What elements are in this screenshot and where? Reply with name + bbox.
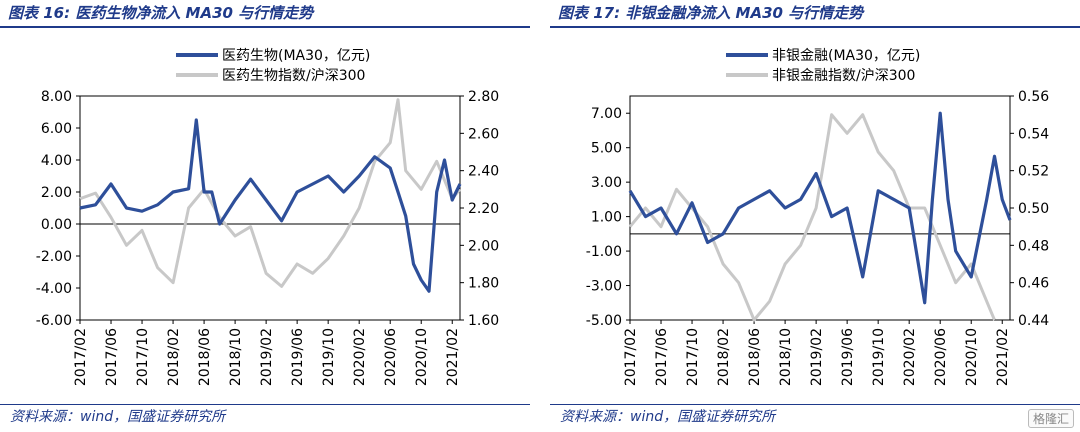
- y-left-tick-label: -5.00: [586, 313, 622, 329]
- y-right-tick-label: 0.44: [1018, 313, 1049, 329]
- x-tick-label: 2017/06: [104, 328, 120, 386]
- x-tick-label: 2021/02: [995, 328, 1011, 386]
- series-line: [628, 111, 1012, 305]
- chart-nonbank-svg: -5.00 -3.00 -1.00 1.00 3.00 5.00 7.00 0.44 0.46 0…: [586, 48, 1049, 386]
- y-right-tick-label: 0.48: [1018, 238, 1049, 254]
- watermark-logo: 格隆汇: [1027, 409, 1074, 428]
- x-tick-label: 2017/02: [623, 328, 639, 386]
- source-divider: [550, 404, 1080, 405]
- x-tick-label: 2019/06: [840, 328, 856, 386]
- series-line: [79, 98, 462, 288]
- title-divider: [0, 26, 530, 28]
- x-tick-label: 2018/10: [778, 328, 794, 386]
- y-left-tick-label: -3.00: [586, 279, 622, 295]
- y-right-tick-label: 0.52: [1018, 164, 1049, 180]
- y-right-tick-label: 1.60: [468, 313, 499, 329]
- y-left-tick-label: -6.00: [36, 313, 72, 329]
- x-tick-label: 2018/02: [166, 328, 182, 386]
- y-left-tick-label: 4.00: [41, 153, 72, 169]
- series-line: [79, 118, 462, 293]
- y-left-tick-label: 1.00: [591, 210, 622, 226]
- y-right-tick-label: 2.00: [468, 238, 499, 254]
- x-tick-label: 2019/10: [321, 328, 337, 386]
- y-right-tick-label: 2.20: [468, 201, 499, 217]
- y-right-tick-label: 0.56: [1018, 89, 1049, 105]
- x-tick-label: 2020/10: [964, 328, 980, 386]
- figure-title: 图表 17: 非银金融净流入 MA30 与行情走势: [558, 4, 864, 22]
- x-tick-label: 2017/10: [685, 328, 701, 386]
- x-tick-label: 2019/02: [809, 328, 825, 386]
- y-left-tick-label: 0.00: [41, 217, 72, 233]
- x-tick-label: 2017/06: [654, 328, 670, 386]
- chart-healthcare-svg: -6.00 -4.00 -2.00 0.00 2.00 4.00 6.00 8.00 1.60 1…: [36, 48, 499, 386]
- source-note: 资料来源：wind，国盛证券研究所: [560, 409, 776, 425]
- plot-frame: [629, 95, 1011, 321]
- x-tick-label: 2020/02: [352, 328, 368, 386]
- y-left-tick-label: 2.00: [41, 185, 72, 201]
- y-left-tick-label: -1.00: [586, 244, 622, 260]
- y-left-tick-label: -2.00: [36, 249, 72, 265]
- x-tick-label: 2020/10: [414, 328, 430, 386]
- source-note: 资料来源：wind，国盛证券研究所: [10, 409, 226, 425]
- y-right-tick-label: 0.46: [1018, 276, 1049, 292]
- y-left-tick-label: 6.00: [41, 121, 72, 137]
- legend-label: 医药生物指数/沪深300: [222, 68, 365, 84]
- chart-panel-healthcare: 图表 16: 医药生物净流入 MA30 与行情走势 -6.00 -4.00 -2.0…: [0, 0, 530, 432]
- chart-panel-nonbank: 图表 17: 非银金融净流入 MA30 与行情走势 -5.00 -3.00 -1.0…: [550, 0, 1080, 432]
- title-divider: [550, 26, 1080, 28]
- x-tick-label: 2018/02: [716, 328, 732, 386]
- y-left-tick-label: 3.00: [591, 175, 622, 191]
- y-right-tick-label: 2.40: [468, 164, 499, 180]
- y-right-tick-label: 0.50: [1018, 201, 1049, 217]
- legend-label: 非银金融(MA30，亿元): [772, 48, 920, 64]
- x-tick-label: 2021/02: [445, 328, 461, 386]
- x-tick-label: 2020/02: [902, 328, 918, 386]
- source-divider: [0, 404, 530, 405]
- x-tick-label: 2020/06: [383, 328, 399, 386]
- y-left-tick-label: 7.00: [591, 106, 622, 122]
- x-tick-label: 2019/06: [290, 328, 306, 386]
- x-tick-label: 2019/02: [259, 328, 275, 386]
- y-right-tick-label: 2.80: [468, 89, 499, 105]
- legend-label: 医药生物(MA30，亿元): [222, 48, 370, 64]
- x-tick-label: 2019/10: [871, 328, 887, 386]
- series-line: [628, 113, 996, 322]
- x-tick-label: 2018/10: [228, 328, 244, 386]
- y-right-tick-label: 2.60: [468, 126, 499, 142]
- y-left-tick-label: -4.00: [36, 281, 72, 297]
- x-tick-label: 2020/06: [933, 328, 949, 386]
- x-tick-label: 2017/10: [135, 328, 151, 386]
- y-right-tick-label: 0.54: [1018, 126, 1049, 142]
- y-left-tick-label: 5.00: [591, 141, 622, 157]
- legend-label: 非银金融指数/沪深300: [772, 68, 915, 84]
- x-tick-label: 2017/02: [73, 328, 89, 386]
- x-tick-label: 2018/06: [197, 328, 213, 386]
- y-left-tick-label: 8.00: [41, 89, 72, 105]
- figure-title: 图表 16: 医药生物净流入 MA30 与行情走势: [8, 4, 314, 22]
- y-right-tick-label: 1.80: [468, 276, 499, 292]
- x-tick-label: 2018/06: [747, 328, 763, 386]
